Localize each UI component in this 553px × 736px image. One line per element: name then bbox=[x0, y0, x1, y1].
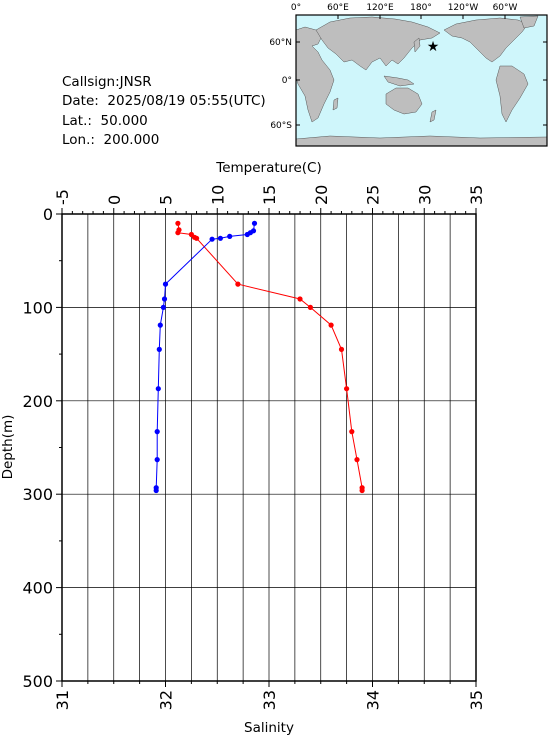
depth-tick-label: 0 bbox=[43, 205, 53, 224]
star-icon: ★ bbox=[427, 39, 440, 55]
temperature-data-point bbox=[359, 487, 365, 494]
salinity-data-point bbox=[162, 281, 169, 287]
temperature-tick-label: 20 bbox=[312, 185, 331, 205]
salinity-data-point bbox=[156, 346, 162, 352]
salinity-data-point bbox=[153, 487, 159, 494]
axis-ticks bbox=[56, 208, 477, 687]
temperature-tick-label: 5 bbox=[157, 195, 176, 205]
temperature-data-point bbox=[344, 386, 350, 392]
salinity-data-point bbox=[227, 233, 233, 239]
salinity-tick-label: 35 bbox=[467, 690, 486, 710]
temperature-data-point bbox=[175, 230, 181, 236]
salinity-tick-label: 32 bbox=[157, 690, 176, 710]
landmass-north-america bbox=[443, 17, 529, 63]
temperature-axis-label: Temperature(C) bbox=[215, 160, 321, 176]
temperature-data-point bbox=[175, 220, 181, 226]
temperature-data-point bbox=[235, 281, 241, 287]
salinity-data-point bbox=[161, 296, 168, 302]
temperature-tick-label: 15 bbox=[260, 185, 279, 205]
landmass-south-america bbox=[495, 65, 529, 123]
salinity-tick-label: 33 bbox=[260, 690, 279, 710]
data-series bbox=[153, 220, 365, 494]
map-ticks: 0° 60°E 120°E 180° 120°W 60°W 60°N 0° 60°S bbox=[269, 3, 547, 131]
depth-tick-label: 200 bbox=[22, 392, 53, 411]
map-longitude-tick-label: 120°W bbox=[448, 3, 479, 13]
depth-tick-labels: 0 100 200 300 400 500 bbox=[22, 205, 53, 691]
map-longitude-tick-label: 120°E bbox=[366, 3, 394, 13]
depth-axis-label: Depth(m) bbox=[0, 415, 16, 480]
depth-tick-label: 300 bbox=[22, 485, 53, 504]
salinity-tick-labels: 31 32 33 34 35 bbox=[53, 690, 486, 710]
landmass-madagascar bbox=[332, 97, 339, 111]
temperature-tick-label: 35 bbox=[467, 185, 486, 205]
chart-grid bbox=[61, 213, 477, 682]
longitude-label: Lon.: 200.000 bbox=[62, 132, 160, 148]
salinity-data-point bbox=[157, 322, 163, 328]
callsign-label: Callsign:JNSR bbox=[62, 74, 152, 90]
salinity-axis-label: Salinity bbox=[244, 720, 294, 736]
salinity-profile-line bbox=[155, 223, 255, 491]
temperature-data-point bbox=[307, 304, 313, 310]
landmass-new-zealand bbox=[429, 109, 437, 123]
salinity-tick-label: 31 bbox=[53, 690, 72, 710]
latitude-label: Lat.: 50.000 bbox=[62, 113, 148, 129]
landmass-antarctica bbox=[295, 135, 548, 147]
temperature-data-point bbox=[338, 346, 345, 352]
map-longitude-tick-label: 60°W bbox=[493, 3, 518, 13]
salinity-data-point bbox=[155, 386, 161, 392]
salinity-data-point bbox=[154, 457, 160, 463]
temperature-tick-labels: -5 0 5 10 15 20 25 30 35 bbox=[53, 185, 486, 205]
salinity-data-point bbox=[154, 429, 160, 435]
landmass-eurasia bbox=[315, 16, 441, 71]
map-longitude-tick-label: 60°E bbox=[327, 3, 349, 13]
map-longitude-tick-label: 0° bbox=[291, 3, 301, 13]
temperature-data-point bbox=[297, 296, 303, 302]
landmass-indonesia bbox=[383, 75, 415, 87]
salinity-data-point bbox=[160, 304, 166, 310]
location-map: 0° 60°E 120°E 180° 120°W 60°W 60°N 0° 60°S ★ bbox=[269, 3, 548, 147]
temperature-tick-label: -5 bbox=[53, 189, 72, 205]
salinity-data-point bbox=[244, 231, 250, 238]
temperature-tick-label: 0 bbox=[105, 195, 124, 205]
date-label: Date: 2025/08/19 05:55(UTC) bbox=[62, 93, 266, 109]
landmass-greenland bbox=[519, 15, 539, 29]
temperature-tick-label: 25 bbox=[364, 185, 383, 205]
temperature-data-point bbox=[194, 235, 200, 241]
salinity-data-point bbox=[209, 236, 215, 242]
profile-chart: -5 0 5 10 15 20 25 30 35 31 32 33 34 35 010020030040… bbox=[0, 160, 486, 736]
depth-tick-label: 500 bbox=[22, 672, 53, 691]
depth-tick-label: 100 bbox=[22, 298, 53, 317]
salinity-tick-label: 34 bbox=[364, 690, 383, 710]
salinity-data-point bbox=[251, 220, 258, 226]
map-longitude-tick-label: 180° bbox=[410, 3, 432, 13]
landmass-japan bbox=[413, 37, 421, 53]
salinity-data-point bbox=[217, 235, 223, 241]
landmass-australia bbox=[385, 87, 423, 115]
temperature-profile-line bbox=[177, 223, 363, 491]
temperature-data-point bbox=[349, 429, 355, 435]
depth-tick-label: 400 bbox=[22, 579, 53, 598]
map-latitude-tick-label: 0° bbox=[282, 76, 292, 86]
map-latitude-tick-label: 60°N bbox=[269, 38, 292, 48]
temperature-tick-label: 30 bbox=[415, 185, 434, 205]
temperature-data-point bbox=[354, 457, 360, 463]
map-latitude-tick-label: 60°S bbox=[270, 121, 292, 131]
temperature-tick-label: 10 bbox=[208, 185, 227, 205]
temperature-data-point bbox=[328, 322, 334, 328]
map-landmasses bbox=[295, 15, 548, 147]
